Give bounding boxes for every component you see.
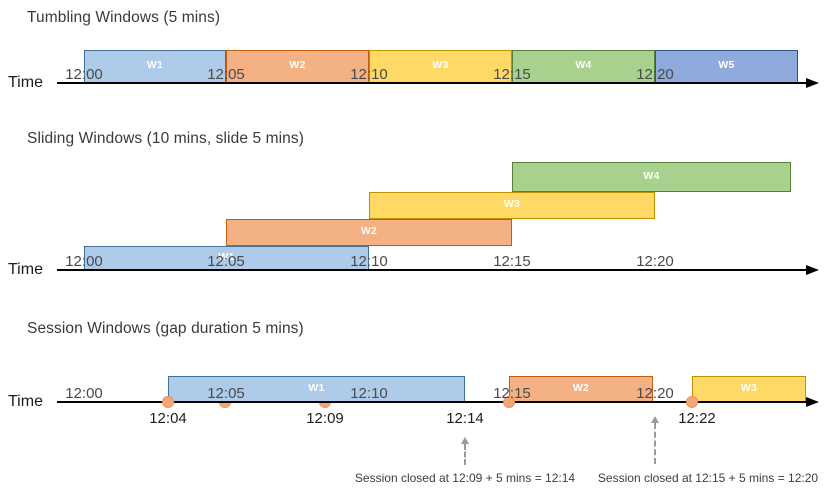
sliding-window-w4: W4 xyxy=(512,162,791,192)
session-window-label-w2: W2 xyxy=(572,381,590,394)
tumbling-tick-12:00: 12:00 xyxy=(65,66,103,83)
session-closed-caption: Session closed at 12:15 + 5 mins = 12:20 xyxy=(597,471,819,485)
session-tick-12:00: 12:00 xyxy=(65,385,103,402)
sliding-tick-12:00: 12:00 xyxy=(65,253,103,270)
arrowhead-up-icon xyxy=(651,416,659,423)
arrow-dashed-stem xyxy=(464,444,466,465)
tumbling-tick-12:10: 12:10 xyxy=(350,66,388,83)
tumbling-window-label-w2: W2 xyxy=(289,59,306,72)
session-event-dot xyxy=(162,396,174,408)
sliding-axis-arrowhead-icon xyxy=(806,265,819,275)
sliding-window-label-w4: W4 xyxy=(643,169,660,182)
session-time-axis-label: Time xyxy=(8,393,43,410)
tumbling-window-label-w1: W1 xyxy=(146,59,164,72)
tumbling-window-label-w5: W5 xyxy=(718,59,735,72)
sliding-window-label-w3: W3 xyxy=(503,198,521,211)
session-closed-caption: Session closed at 12:09 + 5 mins = 12:14 xyxy=(354,471,576,485)
session-section-title: Session Windows (gap duration 5 mins) xyxy=(27,320,304,337)
sliding-window-label-w1: W1 xyxy=(218,250,235,263)
session-closed-arrow-icon xyxy=(650,416,660,464)
session-event-dot xyxy=(503,396,515,408)
sliding-tick-12:10: 12:10 xyxy=(350,253,388,270)
session-event-time-label: 12:09 xyxy=(306,410,344,427)
sliding-window-w2: W2 xyxy=(226,219,512,246)
sliding-time-axis-label: Time xyxy=(8,261,43,278)
sliding-window-w3: W3 xyxy=(369,192,655,219)
session-tick-12:05: 12:05 xyxy=(207,385,245,402)
tumbling-time-axis-label: Time xyxy=(8,74,43,91)
session-window-label-w3: W3 xyxy=(740,381,758,394)
session-tick-12:20: 12:20 xyxy=(636,385,674,402)
session-window-label-w1: W1 xyxy=(308,381,325,394)
session-event-dot xyxy=(686,396,698,408)
session-event-time-label: 12:22 xyxy=(678,410,716,427)
session-closed-arrow-icon xyxy=(460,437,470,465)
tumbling-window-w4: W4 xyxy=(512,50,655,83)
session-window-w3: W3 xyxy=(692,376,806,402)
tumbling-tick-12:15: 12:15 xyxy=(493,66,531,83)
tumbling-tick-12:05: 12:05 xyxy=(207,66,245,83)
session-event-time-label: 12:04 xyxy=(149,410,187,427)
sliding-window-label-w2: W2 xyxy=(360,225,378,238)
sliding-tick-12:20: 12:20 xyxy=(636,253,674,270)
session-timeline-axis xyxy=(57,401,808,403)
tumbling-window-label-w3: W3 xyxy=(432,59,449,72)
tumbling-axis-arrowhead-icon xyxy=(806,78,819,88)
session-event-time-label: 12:14 xyxy=(446,410,484,427)
tumbling-tick-12:20: 12:20 xyxy=(636,66,674,83)
tumbling-timeline-axis xyxy=(57,82,808,84)
sliding-window-w1: W1 xyxy=(84,246,369,270)
arrowhead-up-icon xyxy=(461,437,469,444)
sliding-timeline-axis xyxy=(57,269,808,271)
sliding-tick-12:05: 12:05 xyxy=(207,253,245,270)
arrow-dashed-stem xyxy=(654,423,656,464)
session-tick-12:15: 12:15 xyxy=(493,385,531,402)
sliding-tick-12:15: 12:15 xyxy=(493,253,531,270)
sliding-section-title: Sliding Windows (10 mins, slide 5 mins) xyxy=(27,130,304,147)
tumbling-section-title: Tumbling Windows (5 mins) xyxy=(27,9,221,26)
tumbling-window-w2: W2 xyxy=(226,50,369,83)
session-tick-12:10: 12:10 xyxy=(350,385,388,402)
session-axis-arrowhead-icon xyxy=(806,397,819,407)
tumbling-window-label-w4: W4 xyxy=(575,59,592,72)
